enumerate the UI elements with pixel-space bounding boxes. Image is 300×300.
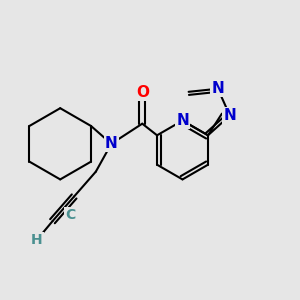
Text: N: N [212, 81, 224, 96]
Text: N: N [224, 108, 236, 123]
Text: N: N [105, 136, 118, 151]
Text: N: N [176, 113, 189, 128]
Text: O: O [136, 85, 149, 100]
Text: H: H [31, 233, 43, 247]
Text: C: C [65, 208, 75, 222]
